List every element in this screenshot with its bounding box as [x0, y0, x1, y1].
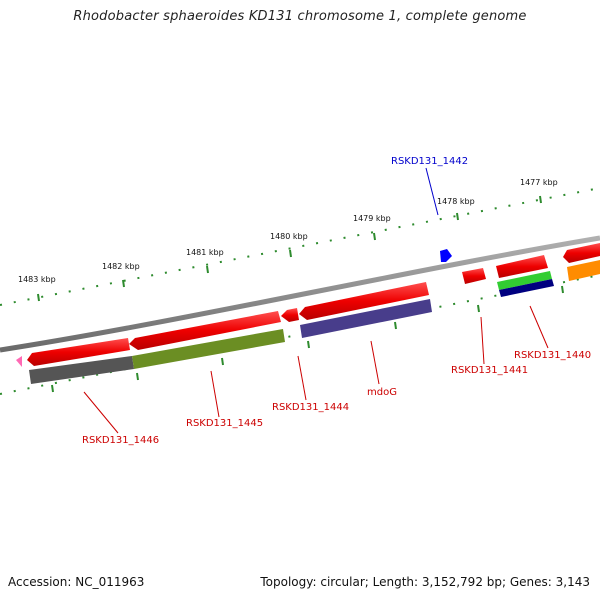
gene-marker-blue[interactable] — [440, 249, 452, 262]
ruler-label: 1477 kbp — [520, 178, 558, 187]
gene-marker-pink[interactable] — [16, 356, 22, 367]
gene-arrow[interactable] — [563, 243, 600, 263]
cog-track — [29, 260, 600, 384]
ruler-label: 1482 kbp — [102, 262, 140, 271]
leader-line — [370, 340, 380, 385]
leader-line — [297, 355, 307, 401]
gene-arrow[interactable] — [281, 308, 299, 322]
gene-label[interactable]: RSKD131_1442 — [391, 156, 468, 167]
leader-line — [480, 316, 485, 365]
cog-bar-olive[interactable] — [132, 329, 285, 369]
map-title: Rhodobacter sphaeroides KD131 chromosome… — [73, 9, 527, 24]
gene-arrow[interactable] — [27, 338, 130, 366]
leader-line — [210, 370, 220, 418]
gene-arrow[interactable] — [299, 282, 429, 320]
gene-label[interactable]: RSKD131_1440 — [514, 350, 591, 361]
cog-bar-orange[interactable] — [567, 260, 600, 281]
ruler-label: 1478 kbp — [437, 197, 475, 206]
gene-label[interactable]: RSKD131_1444 — [272, 402, 349, 413]
gene-label[interactable]: mdoG — [367, 387, 397, 398]
cog-bar-purple[interactable] — [300, 299, 432, 338]
leader-line — [83, 391, 119, 434]
cds-track — [27, 243, 600, 366]
gene-label[interactable]: RSKD131_1441 — [451, 365, 528, 376]
ruler-major-ticks — [37, 195, 564, 393]
leader-line — [529, 305, 549, 349]
leader-line — [425, 167, 439, 216]
cog-bar-green[interactable] — [497, 271, 552, 290]
gene-arrow[interactable] — [496, 255, 548, 278]
gene-arrow[interactable] — [462, 268, 486, 284]
gene-label[interactable]: RSKD131_1445 — [186, 418, 263, 429]
gene-arrow[interactable] — [129, 311, 281, 350]
cog-bar-navy[interactable] — [499, 279, 554, 297]
ruler-label: 1480 kbp — [270, 232, 308, 241]
accession-text: Accession: NC_011963 — [8, 575, 145, 589]
cog-bar-gray[interactable] — [29, 356, 134, 384]
ruler-label: 1483 kbp — [18, 275, 56, 284]
topology-text: Topology: circular; Length: 3,152,792 bp… — [260, 575, 590, 589]
gene-label[interactable]: RSKD131_1446 — [82, 435, 159, 446]
genome-backbone — [0, 235, 600, 353]
ruler-label: 1481 kbp — [186, 248, 224, 257]
ruler-label: 1479 kbp — [353, 214, 391, 223]
